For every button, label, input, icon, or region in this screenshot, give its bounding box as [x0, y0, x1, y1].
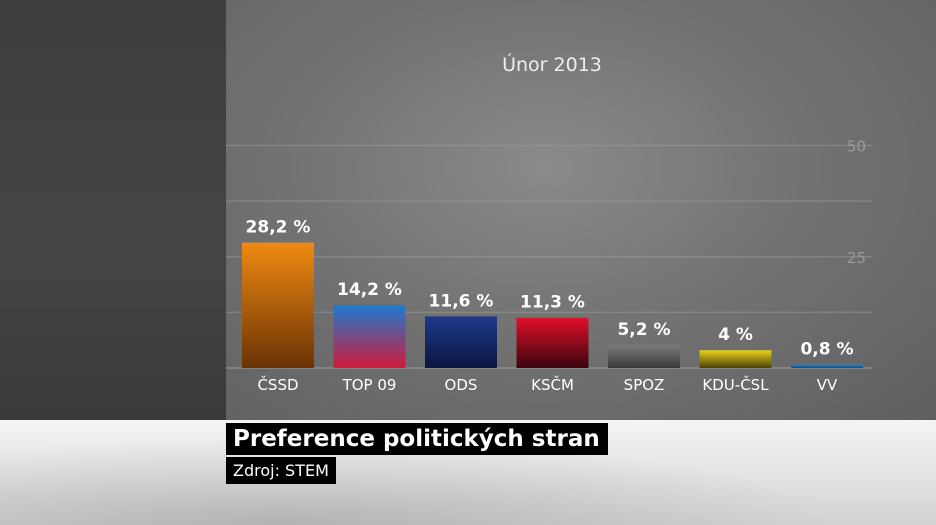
category-label: TOP 09: [342, 376, 397, 394]
bar-ksčm: [516, 317, 589, 368]
bar-čssd: [242, 242, 314, 368]
bar-spoz: [608, 344, 680, 368]
value-label: 0,8 %: [800, 339, 853, 359]
category-label: KSČM: [531, 375, 574, 394]
value-label: 11,6 %: [429, 291, 494, 311]
bar-chart: 50 25 28,2 % ČSSD 14,2 % TOP 09 11,6 % ODS 11,3…: [226, 52, 872, 394]
category-label: ODS: [445, 376, 478, 394]
category-label: SPOZ: [624, 376, 665, 394]
category-label: VV: [817, 376, 838, 394]
chart-title: Únor 2013: [502, 52, 602, 76]
bar-vv: [791, 364, 863, 368]
category-label: KDU-ČSL: [702, 375, 769, 394]
bar-top-09: [333, 304, 406, 368]
y-tick-label: 25: [847, 249, 866, 267]
bar-ods: [425, 316, 497, 368]
value-label: 5,2 %: [617, 320, 670, 340]
value-label: 11,3 %: [520, 293, 585, 313]
value-label: 28,2 %: [246, 218, 311, 238]
category-label: ČSSD: [257, 375, 298, 394]
value-label: 14,2 %: [337, 280, 402, 300]
bar-kdu-čsl: [699, 350, 772, 368]
caption-source: Zdroj: STEM: [226, 457, 336, 484]
y-tick-label: 50: [847, 138, 866, 156]
bars-layer: 28,2 % ČSSD 14,2 % TOP 09 11,6 % ODS 11,3 % KSČ…: [242, 218, 863, 394]
caption-title: Preference politických stran: [226, 423, 608, 455]
left-panel: [0, 0, 226, 420]
value-label: 4 %: [718, 325, 753, 345]
